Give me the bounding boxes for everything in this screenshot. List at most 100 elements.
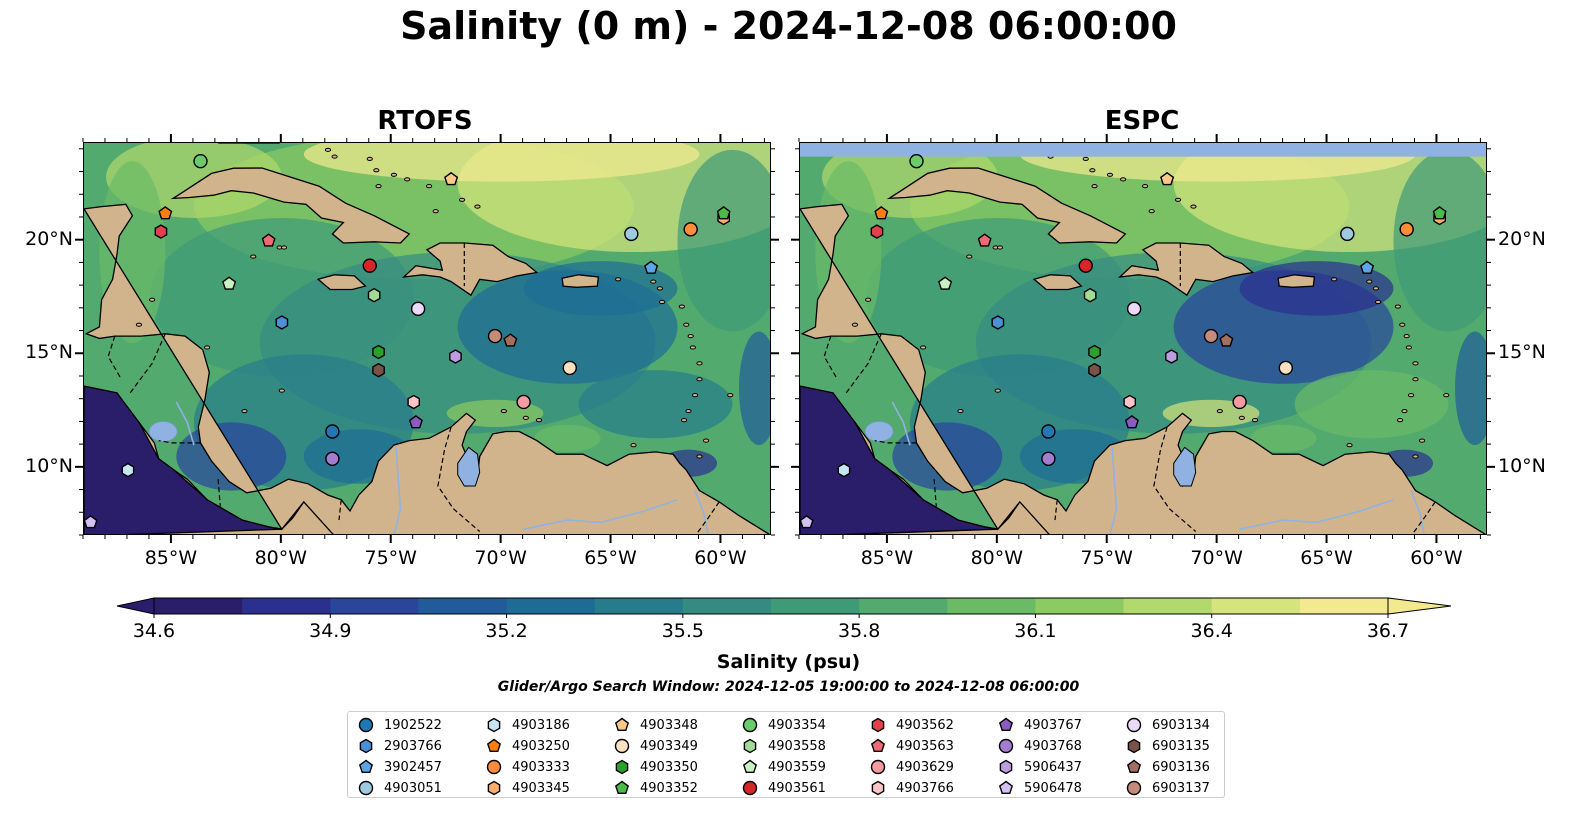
- legend-label: 6903136: [1152, 759, 1210, 775]
- colorbar-segment: [1123, 598, 1213, 614]
- float-marker-4903768: [1041, 451, 1056, 466]
- legend-label: 2903766: [384, 738, 442, 754]
- lon-tick-label: 85°W: [860, 547, 914, 569]
- legend-marker-hexagon: [743, 738, 757, 754]
- float-marker-4903562: [870, 224, 884, 239]
- legend-marker-hexagon: [1127, 738, 1141, 754]
- espc-salinity-map: [800, 143, 1486, 534]
- colorbar-extend-min: [116, 597, 155, 615]
- colorbar-tick-label: 36.4: [1190, 620, 1233, 642]
- float-marker-6903137: [1203, 328, 1219, 344]
- legend-marker-pentagon: [870, 738, 886, 753]
- legend-item: 4903350: [612, 757, 698, 777]
- lon-tick-label: 70°W: [1190, 547, 1243, 569]
- legend-item: 6903137: [1124, 778, 1210, 798]
- colorbar-segment: [154, 598, 243, 614]
- float-marker-4903558: [1083, 287, 1097, 303]
- legend-marker-pentagon: [998, 717, 1014, 732]
- float-marker-4903767: [1124, 415, 1139, 429]
- panel-title-rtofs: RTOFS: [377, 106, 473, 136]
- rtofs-salinity-map: [84, 143, 770, 534]
- lon-tick-label: 80°W: [254, 547, 308, 569]
- legend-item: 6903135: [1124, 736, 1210, 756]
- lat-tick-label: 10°N: [25, 454, 73, 477]
- float-marker-4903766: [1123, 394, 1136, 410]
- legend-item: 5906478: [996, 778, 1082, 798]
- axis-tick-labels: 85°W 80°W 75°W 70°W 65°W 60°W 20°N 15°N 10°N 85°W…: [25, 228, 1546, 569]
- float-marker-4903563: [261, 233, 276, 247]
- legend-marker-hexagon: [871, 717, 885, 733]
- legend-item: 5906437: [996, 757, 1082, 777]
- legend-item: 4903767: [996, 715, 1082, 735]
- colorbar-tick-label: 35.5: [661, 620, 704, 642]
- legend-marker-circle: [358, 780, 374, 796]
- legend-label: 4903768: [1024, 738, 1082, 754]
- lon-tick-label: 80°W: [970, 547, 1024, 569]
- lon-tick-label: 85°W: [144, 547, 198, 569]
- float-marker-4903354: [909, 153, 924, 169]
- lon-tick-label: 60°W: [1410, 547, 1463, 569]
- legend-label: 4903354: [768, 717, 826, 733]
- legend-marker-pentagon: [358, 759, 374, 774]
- legend-label: 4903350: [640, 759, 698, 775]
- float-marker-4903349: [562, 360, 577, 376]
- float-marker-4903348: [444, 171, 459, 186]
- lat-tick-label: 10°N: [1498, 454, 1546, 477]
- rtofs-map-panel: [83, 142, 771, 535]
- lon-tick-label: 75°W: [1080, 547, 1133, 569]
- legend-marker-pentagon: [742, 759, 758, 774]
- panel-title-espc: ESPC: [1104, 106, 1180, 136]
- lat-tick-label: 15°N: [25, 341, 73, 364]
- colorbar-segment: [594, 598, 684, 614]
- figure-title: Salinity (0 m) - 2024-12-08 06:00:00: [400, 4, 1177, 48]
- float-marker-4903350: [1088, 344, 1101, 360]
- legend-label: 4903766: [896, 780, 954, 796]
- float-marker-4903767: [408, 415, 423, 429]
- float-marker-4903250: [874, 206, 889, 220]
- float-marker-4903186: [121, 462, 135, 478]
- lat-tick-label: 15°N: [1498, 341, 1546, 364]
- legend-marker-hexagon: [487, 780, 501, 796]
- float-marker-4903333: [683, 222, 698, 237]
- float-marker-4903186: [837, 462, 851, 478]
- legend-label: 4903629: [896, 759, 954, 775]
- lon-tick-label: 65°W: [1300, 547, 1353, 569]
- colorbar-segment: [330, 598, 419, 614]
- float-marker-4903349: [1278, 360, 1293, 376]
- float-marker-6903135: [372, 362, 385, 378]
- colorbar-tick-label: 34.9: [309, 620, 352, 642]
- colorbar-extend-max: [1387, 597, 1452, 615]
- legend-label: 4903186: [512, 717, 570, 733]
- search-window-note: Glider/Argo Search Window: 2024-12-05 19…: [497, 679, 1080, 695]
- float-legend: 1902522 2903766 3902457 4903051 4903186 49032…: [347, 711, 1225, 798]
- legend-item: 4903768: [996, 736, 1082, 756]
- colorbar-segment: [1299, 598, 1389, 614]
- colorbar-segment: [1211, 598, 1301, 614]
- float-marker-6903136: [1219, 333, 1234, 347]
- legend-item: 4903250: [484, 736, 570, 756]
- float-marker-4903352: [1432, 206, 1447, 220]
- legend-label: 4903051: [384, 780, 442, 796]
- legend-marker-circle: [870, 759, 886, 775]
- legend-item: 4903349: [612, 736, 698, 756]
- colorbar-segment: [418, 598, 508, 614]
- legend-item: 4903345: [484, 778, 570, 798]
- lon-tick-label: 65°W: [584, 547, 637, 569]
- float-marker-3902457: [644, 260, 659, 274]
- legend-item: 4903563: [868, 736, 954, 756]
- legend-label: 4903767: [1024, 717, 1082, 733]
- legend-marker-hexagon: [871, 780, 885, 796]
- legend-item: 4903333: [484, 757, 570, 777]
- colorbar-title: Salinity (psu): [716, 651, 861, 673]
- legend-label: 6903134: [1152, 717, 1210, 733]
- legend-label: 4903349: [640, 738, 698, 754]
- float-marker-4903559: [938, 276, 953, 290]
- legend-marker-hexagon: [999, 759, 1013, 775]
- legend-item: 4903558: [740, 736, 826, 756]
- float-marker-4903354: [193, 153, 208, 169]
- lon-tick-label: 75°W: [364, 547, 417, 569]
- legend-marker-pentagon: [614, 717, 630, 732]
- float-marker-4903766: [407, 394, 420, 410]
- float-marker-4903558: [367, 287, 381, 303]
- float-marker-5906437: [449, 349, 462, 364]
